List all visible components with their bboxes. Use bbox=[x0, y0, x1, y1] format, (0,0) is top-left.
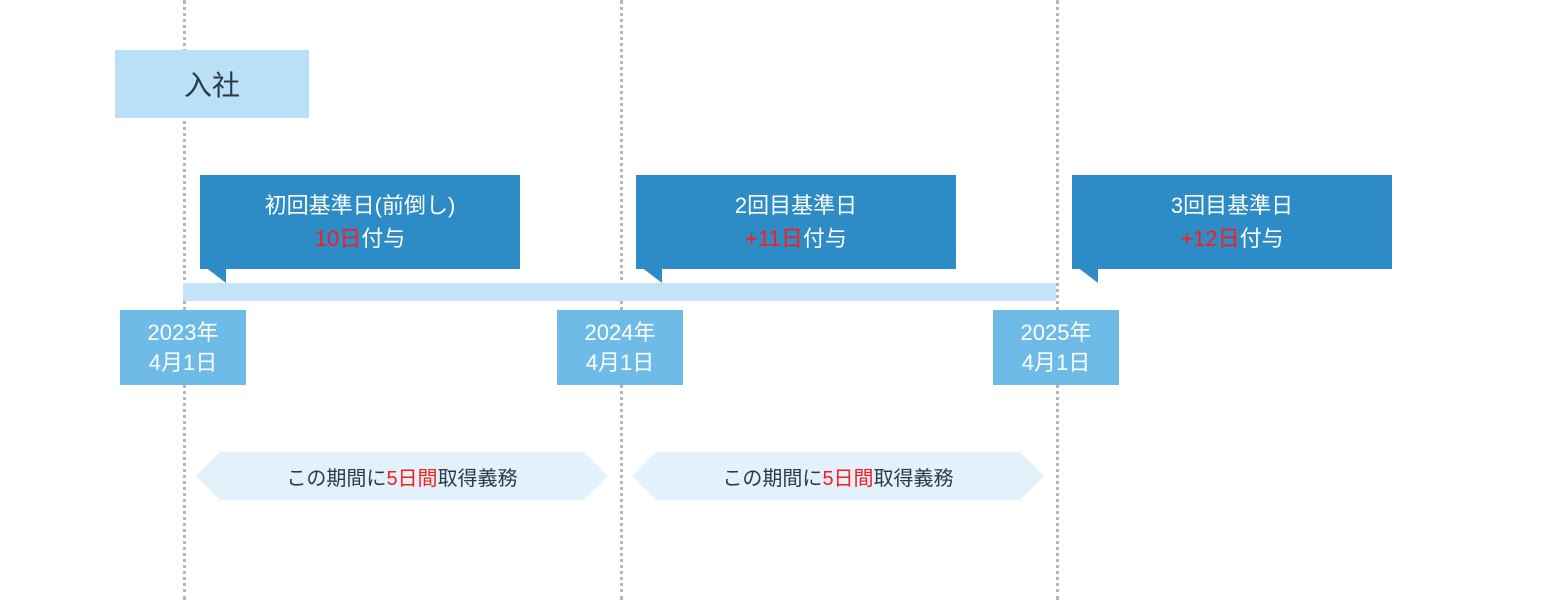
bubble-1: 初回基準日(前倒し) 10日付与 bbox=[200, 175, 520, 269]
period-arrow-2: この期間に5日間取得義務 bbox=[632, 452, 1044, 500]
period-2-body: この期間に5日間取得義務 bbox=[656, 452, 1020, 500]
period-arrow-1: この期間に5日間取得義務 bbox=[196, 452, 608, 500]
date-2-year: 2024年 bbox=[557, 318, 683, 348]
period-2-prefix: この期間に bbox=[722, 462, 822, 491]
date-2-day: 4月1日 bbox=[557, 348, 683, 378]
period-1-suffix: 取得義務 bbox=[438, 462, 518, 491]
period-1-prefix: この期間に bbox=[286, 462, 386, 491]
date-1-day: 4月1日 bbox=[120, 348, 246, 378]
bubble-1-tail bbox=[200, 263, 226, 283]
period-1-tip-left bbox=[196, 452, 220, 500]
bubble-2-grant: +11日付与 bbox=[636, 222, 956, 255]
date-1-year: 2023年 bbox=[120, 318, 246, 348]
bubble-2: 2回目基準日 +11日付与 bbox=[636, 175, 956, 269]
bubble-3-tail bbox=[1072, 263, 1098, 283]
period-2-suffix: 取得義務 bbox=[874, 462, 954, 491]
bubble-1-suffix: 付与 bbox=[361, 226, 405, 251]
period-1-body: この期間に5日間取得義務 bbox=[220, 452, 584, 500]
bubble-1-title: 初回基準日(前倒し) bbox=[200, 189, 520, 222]
date-box-1: 2023年 4月1日 bbox=[120, 310, 246, 385]
period-1-accent: 5日間 bbox=[386, 462, 437, 491]
date-box-2: 2024年 4月1日 bbox=[557, 310, 683, 385]
date-3-day: 4月1日 bbox=[993, 348, 1119, 378]
period-2-accent: 5日間 bbox=[822, 462, 873, 491]
period-1-tip-right bbox=[584, 452, 608, 500]
vline-3 bbox=[1056, 0, 1059, 600]
timeline-bar bbox=[183, 283, 1056, 301]
bubble-3-grant: +12日付与 bbox=[1072, 222, 1392, 255]
date-3-year: 2025年 bbox=[993, 318, 1119, 348]
period-2-tip-left bbox=[632, 452, 656, 500]
timeline-diagram: 入社 初回基準日(前倒し) 10日付与 2回目基準日 +11日付与 3回目基準日… bbox=[0, 0, 1562, 600]
bubble-3: 3回目基準日 +12日付与 bbox=[1072, 175, 1392, 269]
date-box-3: 2025年 4月1日 bbox=[993, 310, 1119, 385]
bubble-1-grant: 10日付与 bbox=[200, 222, 520, 255]
bubble-2-accent: +11日 bbox=[745, 226, 803, 251]
bubble-3-title: 3回目基準日 bbox=[1072, 189, 1392, 222]
period-2-tip-right bbox=[1020, 452, 1044, 500]
bubble-1-accent: 10日 bbox=[315, 226, 361, 251]
bubble-2-suffix: 付与 bbox=[803, 226, 847, 251]
bubble-2-tail bbox=[636, 263, 662, 283]
bubble-3-accent: +12日 bbox=[1180, 226, 1239, 251]
bubble-2-title: 2回目基準日 bbox=[636, 189, 956, 222]
start-box: 入社 bbox=[115, 50, 309, 118]
bubble-3-suffix: 付与 bbox=[1240, 226, 1284, 251]
